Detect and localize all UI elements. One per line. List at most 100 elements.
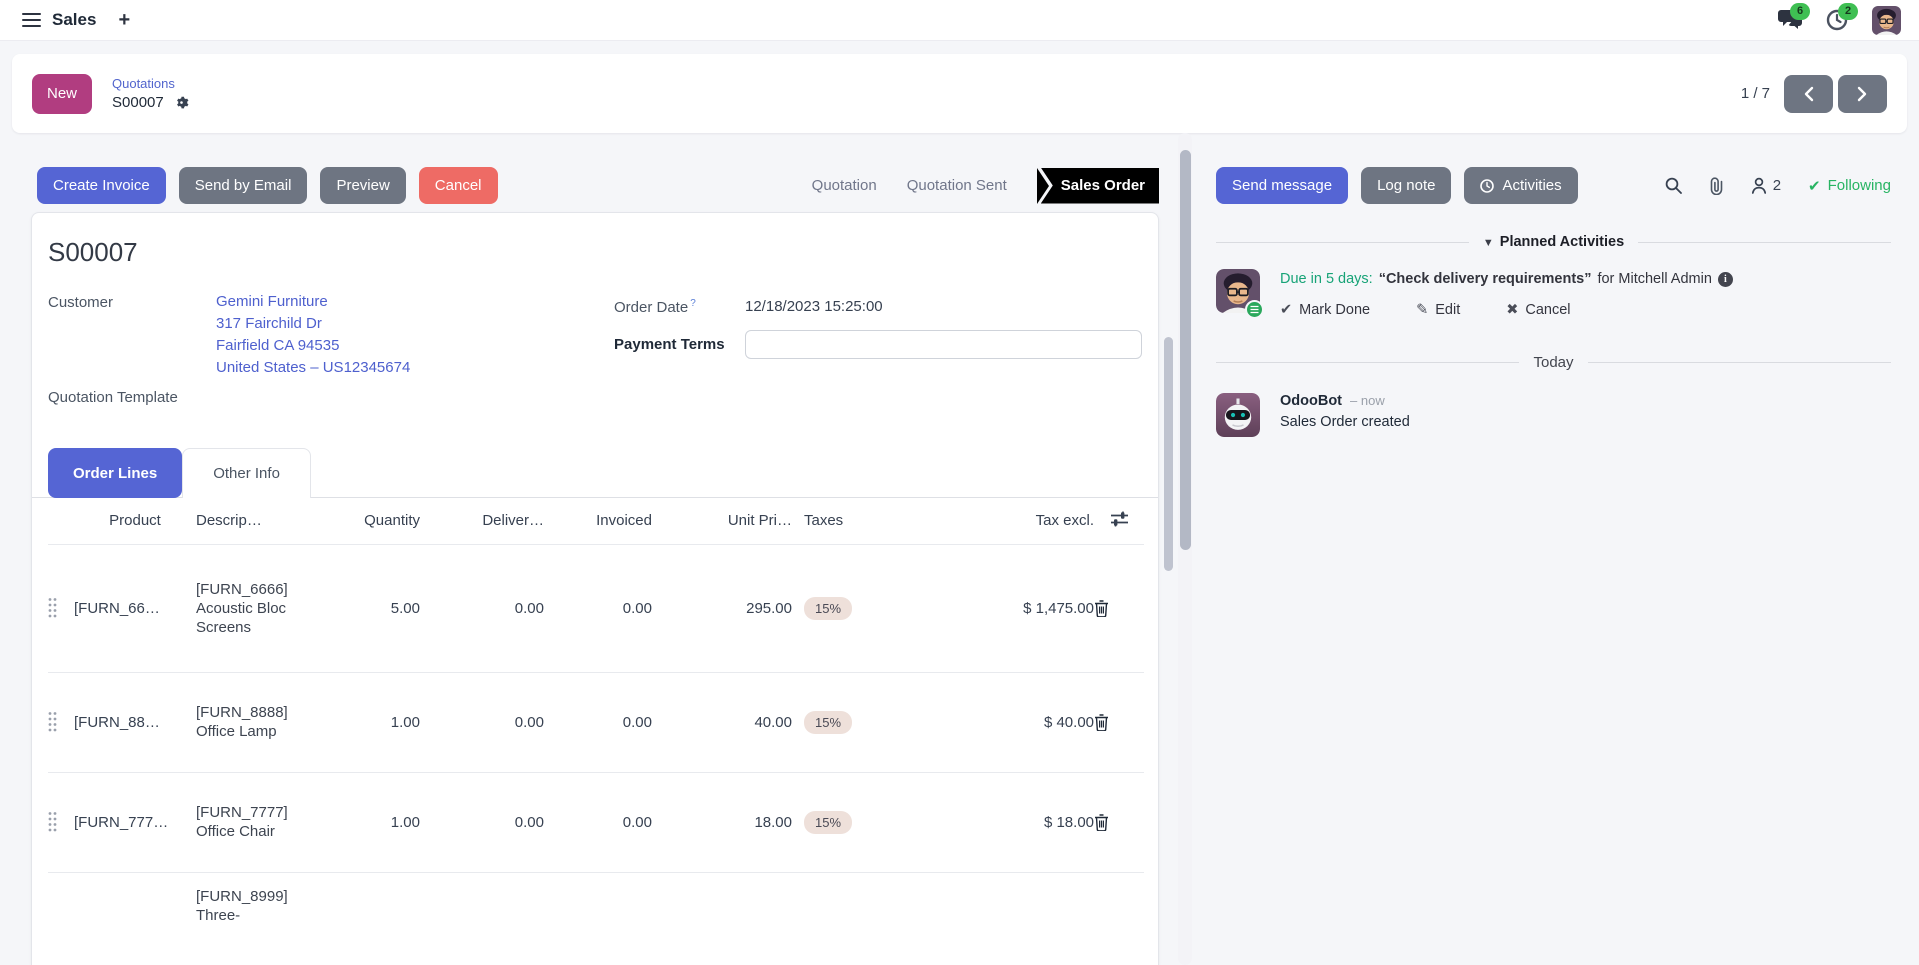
drag-handle-icon[interactable]: [48, 711, 57, 733]
attachments-button[interactable]: [1709, 176, 1724, 195]
cell-product[interactable]: [FURN_66…: [74, 599, 160, 617]
col-header-product[interactable]: Product: [109, 512, 161, 530]
planned-activities-divider[interactable]: ▼ Planned Activities: [1216, 234, 1891, 250]
delete-row-icon[interactable]: [1094, 813, 1109, 831]
col-header-invoiced[interactable]: Invoiced: [596, 512, 652, 530]
tax-badge[interactable]: 15%: [804, 596, 853, 620]
cell-invoiced[interactable]: 0.00: [622, 813, 652, 831]
col-header-taxes[interactable]: Taxes: [804, 512, 844, 530]
tab-other-info[interactable]: Other Info: [182, 448, 311, 498]
activity-type-badge: [1245, 300, 1264, 319]
search-icon: [1665, 177, 1682, 194]
cell-invoiced[interactable]: 0.00: [622, 713, 652, 731]
user-avatar[interactable]: [1872, 5, 1901, 35]
activity-avatar[interactable]: [1216, 269, 1264, 319]
cell-unit-price[interactable]: 40.00: [754, 713, 792, 731]
chatter-panel: Send message Log note Activities: [1200, 133, 1907, 965]
breadcrumb-quotations-link[interactable]: Quotations: [112, 76, 175, 91]
pager-next-button[interactable]: [1838, 74, 1887, 113]
cell-delivered[interactable]: 0.00: [514, 713, 544, 731]
followers-button[interactable]: 2: [1751, 177, 1781, 194]
cell-product[interactable]: [FURN_777…: [74, 813, 169, 831]
pager: 1 / 7: [1741, 74, 1887, 113]
new-button[interactable]: New: [32, 73, 92, 114]
page-scrollbar-thumb[interactable]: [1179, 150, 1191, 550]
customer-name-link[interactable]: Gemini Furniture: [216, 293, 328, 310]
customer-label: Customer: [48, 294, 114, 311]
top-navbar: Sales + 6 2: [0, 0, 1919, 41]
cell-unit-price[interactable]: 295.00: [746, 599, 792, 617]
delete-row-icon[interactable]: [1094, 713, 1109, 731]
message-author[interactable]: OdooBot: [1280, 393, 1343, 409]
cell-description[interactable]: [FURN_6666] Acoustic Bloc Screens: [196, 580, 288, 636]
odoobot-avatar[interactable]: [1216, 393, 1264, 441]
drag-handle-icon[interactable]: [48, 811, 57, 833]
col-header-quantity[interactable]: Quantity: [364, 512, 420, 530]
app-name[interactable]: Sales: [52, 10, 97, 29]
col-header-description[interactable]: Descrip…: [196, 512, 262, 530]
search-messages-button[interactable]: [1665, 177, 1682, 194]
col-header-tax-excl[interactable]: Tax excl.: [1035, 512, 1094, 530]
order-date-value[interactable]: 12/18/2023 15:25:00: [745, 298, 883, 315]
cell-description[interactable]: [FURN_7777] Office Chair: [196, 804, 288, 840]
delete-row-icon[interactable]: [1094, 599, 1109, 617]
new-tab-plus-icon[interactable]: +: [118, 8, 131, 31]
col-header-unit-price[interactable]: Unit Pri…: [727, 512, 792, 530]
order-line-row[interactable]: [FURN_777… [FURN_7777] Office Chair 1.00…: [48, 772, 1144, 872]
activities-button[interactable]: Activities: [1464, 167, 1578, 204]
create-invoice-button[interactable]: Create Invoice: [37, 167, 166, 204]
stage-quotation-sent[interactable]: Quotation Sent: [906, 177, 1007, 194]
payment-terms-input[interactable]: [745, 330, 1142, 359]
drag-handle-icon[interactable]: [48, 597, 57, 619]
breadcrumb: Quotations S00007: [112, 76, 189, 111]
message-timestamp: – now: [1350, 393, 1385, 408]
following-button[interactable]: ✔ Following: [1808, 177, 1891, 195]
customer-address-line1[interactable]: 317 Fairchild Dr: [216, 315, 322, 332]
order-line-row[interactable]: [FURN_88… [FURN_8888] Office Lamp 1.00 0…: [48, 672, 1144, 772]
log-note-button[interactable]: Log note: [1361, 167, 1452, 204]
cancel-button[interactable]: Cancel: [418, 167, 498, 204]
stage-sales-order[interactable]: Sales Order: [1036, 167, 1159, 204]
tax-badge[interactable]: 15%: [804, 810, 853, 834]
cell-quantity[interactable]: 1.00: [390, 713, 420, 731]
optional-columns-icon[interactable]: [1110, 511, 1129, 527]
activities-menu-button[interactable]: 2: [1826, 3, 1859, 31]
x-icon: ✖: [1506, 302, 1519, 318]
info-icon[interactable]: i: [1717, 271, 1733, 287]
cell-delivered[interactable]: 0.00: [514, 599, 544, 617]
message-body: Sales Order created: [1280, 414, 1410, 430]
tax-badge[interactable]: 15%: [804, 710, 853, 734]
cell-product[interactable]: [FURN_88…: [74, 713, 160, 731]
notebook-tabs: Order Lines Other Info: [32, 447, 1158, 498]
send-message-button[interactable]: Send message: [1216, 167, 1349, 204]
form-action-bar: Create Invoice Send by Email Preview Can…: [37, 167, 1159, 204]
messages-menu-button[interactable]: 6: [1778, 3, 1811, 31]
cell-quantity[interactable]: 5.00: [390, 599, 420, 617]
quotation-template-label: Quotation Template: [48, 389, 178, 406]
form-scrollbar[interactable]: [1164, 337, 1173, 571]
col-header-delivered[interactable]: Deliver…: [482, 512, 544, 530]
customer-address-line3[interactable]: United States – US12345674: [216, 359, 411, 376]
customer-address-line2[interactable]: Fairfield CA 94535: [216, 337, 340, 354]
cancel-activity-button[interactable]: ✖ Cancel: [1506, 302, 1571, 318]
cell-product[interactable]: [74, 872, 196, 965]
tab-order-lines[interactable]: Order Lines: [48, 448, 183, 498]
stage-quotation[interactable]: Quotation: [811, 177, 877, 194]
preview-button[interactable]: Preview: [320, 167, 406, 204]
cell-unit-price[interactable]: 18.00: [754, 813, 792, 831]
apps-menu-icon[interactable]: [22, 12, 41, 28]
cell-invoiced[interactable]: 0.00: [622, 599, 652, 617]
order-line-row[interactable]: [FURN_66… [FURN_6666] Acoustic Bloc Scre…: [48, 544, 1144, 672]
pager-previous-button[interactable]: [1784, 74, 1833, 113]
mark-done-button[interactable]: ✔ Mark Done: [1280, 302, 1371, 318]
gear-icon[interactable]: [174, 95, 189, 110]
send-by-email-button[interactable]: Send by Email: [178, 167, 308, 204]
cell-delivered[interactable]: 0.00: [514, 813, 544, 831]
cell-description[interactable]: [FURN_8999] Three-: [196, 887, 288, 924]
order-line-row[interactable]: [FURN_8999] Three-: [48, 872, 1144, 965]
cell-quantity[interactable]: 1.00: [390, 813, 420, 831]
edit-activity-button[interactable]: ✎ Edit: [1416, 302, 1461, 318]
page-scrollbar[interactable]: [1178, 133, 1192, 965]
activity-due: Due in 5 days:: [1280, 271, 1373, 287]
cell-description[interactable]: [FURN_8888] Office Lamp: [196, 704, 288, 740]
